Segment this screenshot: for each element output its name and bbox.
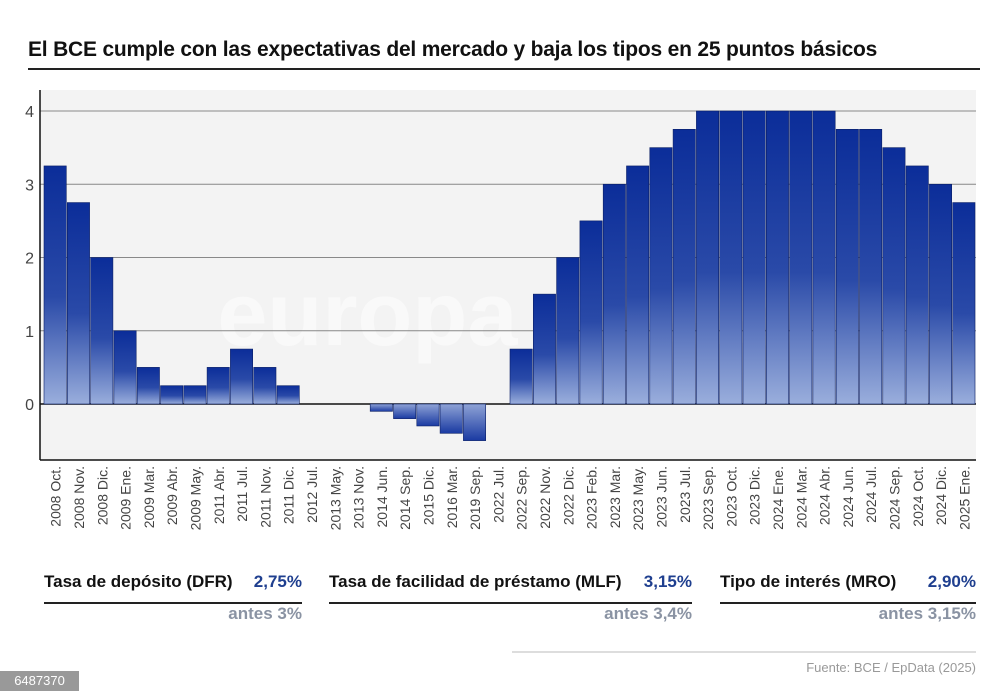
bar [416, 403, 440, 427]
title-divider [28, 68, 980, 70]
bar [602, 183, 626, 405]
x-tick-label: 2015 Dic. [420, 466, 436, 525]
bar [882, 147, 906, 405]
bar [183, 385, 207, 405]
x-tick-label: 2014 Jun. [374, 466, 390, 528]
bar [206, 367, 230, 405]
bar [439, 403, 463, 434]
x-tick-label: 2022 Dic. [560, 466, 576, 525]
bar [696, 110, 720, 405]
x-tick-label: 2016 Mar. [444, 466, 460, 528]
bar [253, 367, 277, 405]
kpi-box: Tipo de interés (MRO) 2,90% [720, 572, 976, 604]
kpi-previous: antes 3,15% [878, 604, 976, 623]
image-id-badge: 6487370 [0, 671, 79, 691]
x-tick-label: 2023 May. [630, 466, 646, 530]
y-tick-label: 1 [25, 324, 34, 341]
x-tick-label: 2013 Nov. [351, 466, 367, 529]
x-tick-label: 2024 Abr. [817, 466, 833, 525]
bar [789, 110, 813, 405]
x-tick-label: 2023 Feb. [584, 466, 600, 529]
x-tick-label: 2023 Jun. [653, 466, 669, 528]
bar [67, 202, 90, 405]
bar [230, 348, 253, 405]
bar [742, 110, 766, 405]
x-tick-label: 2025 Ene. [956, 466, 972, 530]
bar [719, 110, 743, 405]
bar [160, 385, 184, 405]
x-tick-label: 2024 Ene. [770, 466, 786, 530]
x-tick-label: 2008 Dic. [94, 466, 110, 525]
bar [556, 257, 580, 405]
x-tick-label: 2022 Jul. [490, 466, 506, 523]
x-tick-label: 2024 Sep. [886, 466, 902, 530]
x-tick-label: 2022 Sep. [514, 466, 530, 530]
bar [532, 293, 556, 405]
x-tick-label: 2024 Oct. [910, 466, 926, 527]
x-tick-label: 2012 Jul. [304, 466, 320, 523]
x-tick-label: 2009 Mar. [141, 466, 157, 528]
bar [509, 348, 533, 405]
bar [649, 147, 673, 405]
bar [393, 403, 417, 419]
x-tick-label: 2014 Sep. [397, 466, 413, 530]
x-tick-label: 2008 Nov. [71, 466, 87, 529]
bar [672, 129, 696, 405]
x-tick-label: 2011 Dic. [281, 466, 297, 524]
x-tick-label: 2009 Abr. [164, 466, 180, 525]
kpi-previous: antes 3,4% [604, 604, 692, 623]
x-tick-label: 2024 Dic. [933, 466, 949, 525]
kpi-value: 2,75% [253, 572, 302, 591]
bar [812, 110, 836, 405]
y-tick-label: 4 [25, 104, 34, 121]
source-note: Fuente: BCE / EpData (2025) [806, 660, 976, 675]
bar [859, 129, 883, 405]
bar [90, 257, 114, 405]
bar [276, 385, 300, 405]
source-divider [512, 651, 976, 653]
y-tick-label: 2 [25, 251, 34, 268]
bar [463, 403, 486, 441]
x-tick-label: 2008 Oct. [48, 466, 64, 527]
x-tick-label: 2011 Jul. [234, 466, 250, 522]
x-tick-label: 2013 May. [327, 466, 343, 530]
bar [952, 202, 976, 405]
x-tick-label: 2023 Mar. [607, 466, 623, 528]
kpi-value: 3,15% [643, 572, 692, 591]
bar [835, 129, 859, 405]
x-tick-label: 2023 Oct. [723, 466, 739, 527]
bar [43, 165, 67, 405]
x-tick-label: 2019 Sep. [467, 466, 483, 530]
x-tick-label: 2023 Dic. [747, 466, 763, 525]
y-tick-label: 3 [25, 177, 34, 194]
bar [113, 330, 137, 405]
kpi-label: Tipo de interés (MRO) [720, 572, 897, 591]
bar [626, 165, 650, 405]
bar [136, 367, 160, 405]
x-tick-label: 2023 Jul. [677, 466, 693, 523]
x-tick-label: 2024 Mar. [793, 466, 809, 528]
x-tick-label: 2009 May. [187, 466, 203, 530]
bar [579, 220, 603, 405]
bar [905, 165, 929, 405]
x-tick-label: 2023 Sep. [700, 466, 716, 530]
kpi-value: 2,90% [927, 572, 976, 591]
y-tick-label: 0 [25, 397, 34, 414]
kpi-box: Tasa de facilidad de préstamo (MLF) 3,15… [329, 572, 692, 604]
x-tick-label: 2024 Jul. [863, 466, 879, 523]
x-tick-label: 2011 Nov. [257, 466, 273, 528]
bar [929, 183, 953, 405]
x-tick-label: 2022 Nov. [537, 466, 553, 529]
x-tick-label: 2011 Abr. [211, 466, 227, 524]
kpi-label: Tasa de facilidad de préstamo (MLF) [329, 572, 622, 591]
x-tick-label: 2024 Jun. [840, 466, 856, 528]
x-tick-label: 2009 Ene. [118, 466, 134, 530]
kpi-box: Tasa de depósito (DFR) 2,75% [44, 572, 302, 604]
chart-title: El BCE cumple con las expectativas del m… [28, 38, 878, 61]
kpi-previous: antes 3% [228, 604, 302, 623]
bar [369, 403, 393, 412]
kpi-label: Tasa de depósito (DFR) [44, 572, 233, 591]
bar [765, 110, 789, 405]
